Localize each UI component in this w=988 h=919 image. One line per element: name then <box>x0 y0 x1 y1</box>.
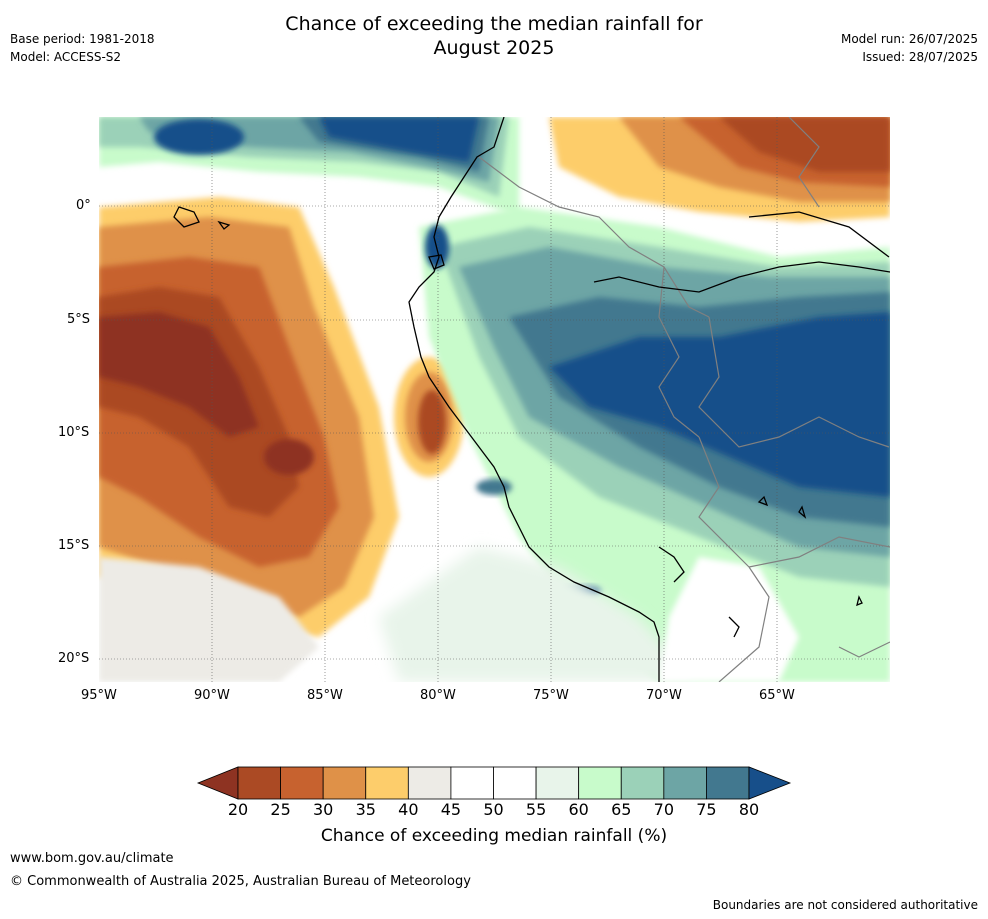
colorbar-cell <box>663 766 707 800</box>
country-boundaries <box>478 117 890 682</box>
colorbar-tick-label: 60 <box>568 800 589 819</box>
colorbar-cell <box>493 766 537 800</box>
colorbar-cells <box>237 766 750 800</box>
lon-label-95w: 95°W <box>81 688 117 703</box>
neutral-region-south <box>379 547 799 682</box>
colorbar-tick-label: 75 <box>696 800 717 819</box>
model-run-text: Model run: 26/07/2025 <box>840 32 978 46</box>
lat-label-10s: 10°S <box>58 425 90 440</box>
colorbar-title: Chance of exceeding median rainfall (%) <box>320 826 668 846</box>
footer-note: Boundaries are not considered authoritat… <box>712 898 978 912</box>
footer-url[interactable]: www.bom.gov.au/climate <box>10 851 174 866</box>
lon-label-70w: 70°W <box>646 688 682 703</box>
wet-region-continent <box>419 207 890 682</box>
colorbar-cell <box>450 766 494 800</box>
lon-label-90w: 90°W <box>194 688 230 703</box>
gridlines <box>99 117 890 682</box>
colorbar-cell <box>535 766 580 800</box>
meta-right: Model run: 26/07/2025 Issued: 28/07/2025 <box>841 30 978 66</box>
colorbar-tick-label: 50 <box>483 800 504 819</box>
colorbar-tick-label: 70 <box>653 800 675 819</box>
lon-label-80w: 80°W <box>420 688 456 703</box>
map-title-line2: August 2025 <box>433 37 555 59</box>
dry-region-west <box>99 197 399 682</box>
colorbar-tick-label: 80 <box>738 800 760 819</box>
lon-label-85w: 85°W <box>307 688 343 703</box>
dry-region-northeast <box>549 117 890 222</box>
colorbar-tick-label: 45 <box>440 800 462 819</box>
colorbar-tick-label: 30 <box>312 800 334 819</box>
lat-label-15s: 15°S <box>58 538 90 553</box>
colorbar-tick-label: 35 <box>355 800 376 819</box>
colorbar-tick-label: 20 <box>227 800 249 819</box>
colorbar-cell <box>365 766 409 800</box>
colorbar-cell <box>280 766 324 800</box>
colorbar-under-arrow <box>196 766 239 800</box>
coastline <box>173 117 890 682</box>
lat-label-20s: 20°S <box>58 651 90 666</box>
colorbar-cell <box>237 766 281 800</box>
map-title-line1: Chance of exceeding the median rainfall … <box>285 13 703 35</box>
colorbar-tick-label: 25 <box>270 800 291 819</box>
meta-left: Base period: 1981-2018 Model: ACCESS-S2 <box>10 30 155 66</box>
colorbar-cell <box>620 766 665 800</box>
colorbar-tick-label: 40 <box>398 800 419 819</box>
colorbar-cell <box>706 766 750 800</box>
colorbar-over-arrow <box>748 766 792 800</box>
lon-label-65w: 65°W <box>759 688 795 703</box>
colorbar-tick-label: 65 <box>611 800 632 819</box>
footer-copyright: © Commonwealth of Australia 2025, Austra… <box>10 874 471 889</box>
lon-label-75w: 75°W <box>533 688 569 703</box>
lat-label-5s: 5°S <box>67 312 91 327</box>
lat-label-0: 0° <box>76 198 91 213</box>
issued-text: Issued: 28/07/2025 <box>862 50 978 64</box>
colorbar-cell <box>407 766 452 800</box>
map-title: Chance of exceeding the median rainfall … <box>0 12 988 60</box>
wet-region-northwest <box>99 117 519 217</box>
colorbar-cell <box>322 766 367 800</box>
rainfall-map <box>99 117 890 682</box>
colorbar <box>196 766 792 800</box>
base-period-text: Base period: 1981-2018 <box>10 32 155 46</box>
colorbar-tick-label: 55 <box>525 800 547 819</box>
model-text: Model: ACCESS-S2 <box>10 50 122 64</box>
colorbar-cell <box>578 766 622 800</box>
